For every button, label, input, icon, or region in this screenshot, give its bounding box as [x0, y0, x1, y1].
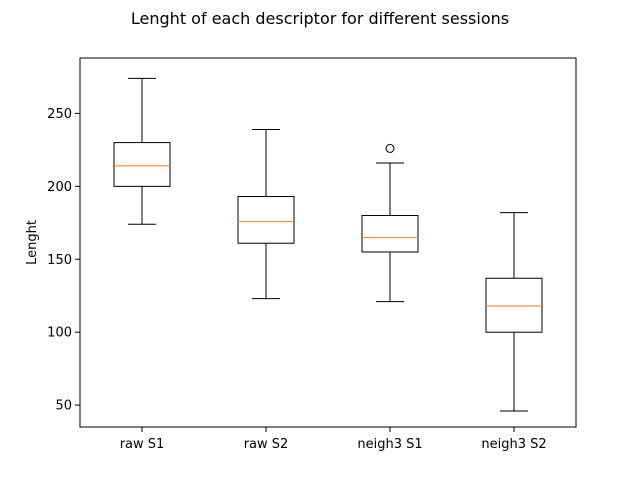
- box-iqr: [237, 196, 295, 244]
- outlier-point: [385, 143, 395, 153]
- y-tick-label: 100: [47, 326, 72, 341]
- y-tick-label: 50: [55, 399, 72, 414]
- y-tick-label: 250: [47, 107, 72, 122]
- chart-title: Lenght of each descriptor for different …: [131, 9, 509, 28]
- x-tick-label: neigh3 S1: [357, 437, 422, 452]
- box-iqr: [485, 277, 543, 333]
- plot-frame: [79, 57, 577, 428]
- x-tick-label: neigh3 S2: [481, 437, 546, 452]
- x-tick-label: raw S1: [120, 437, 165, 452]
- y-tick-label: 150: [47, 253, 72, 268]
- box-iqr: [361, 215, 419, 253]
- y-axis-label: Lenght: [25, 220, 40, 265]
- plot-area: 50 100 150 200 250 raw S1 raw S2 neigh3 S1 neigh…: [47, 57, 577, 452]
- y-tick-label: 200: [47, 180, 72, 195]
- box-iqr: [113, 142, 171, 187]
- x-tick-label: raw S2: [244, 437, 289, 452]
